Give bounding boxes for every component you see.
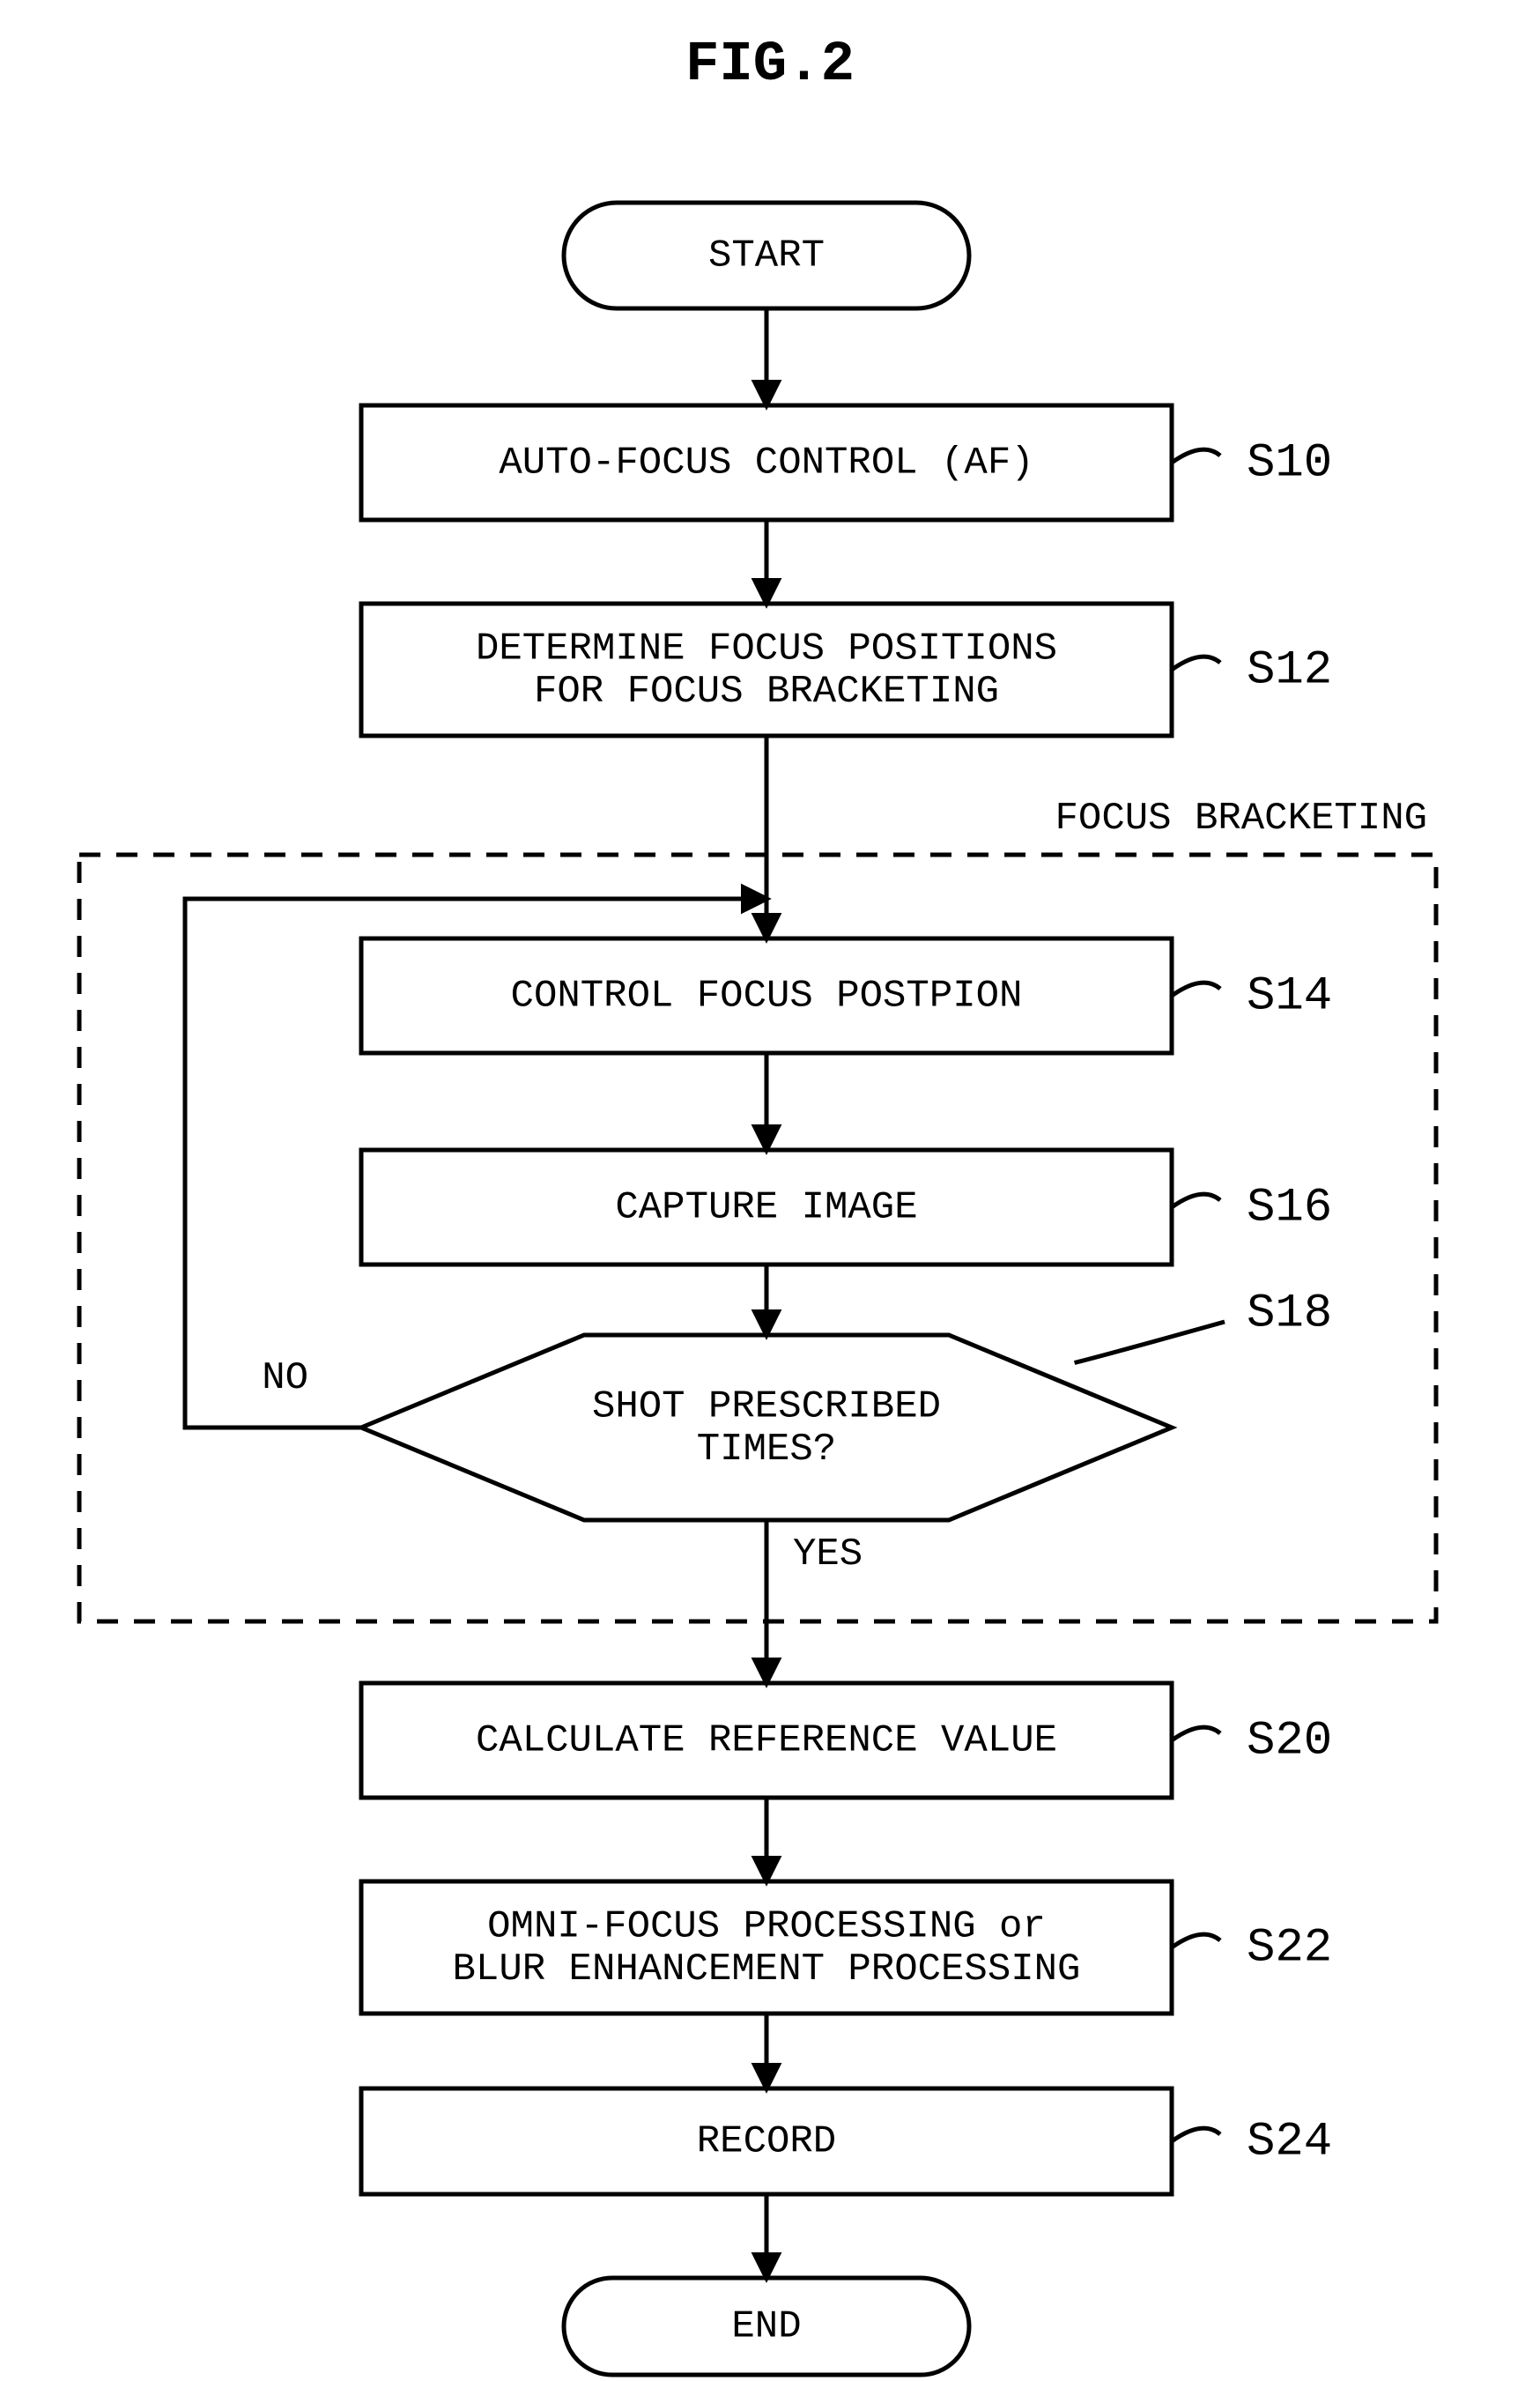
- svg-text:SHOT PRESCRIBED: SHOT PRESCRIBED: [592, 1384, 941, 1428]
- s20-label-tick: [1172, 1727, 1220, 1740]
- s12-label: S12: [1247, 643, 1332, 697]
- s18-label-tick: [1075, 1322, 1225, 1363]
- s22-label: S22: [1247, 1921, 1332, 1975]
- s14-label-tick: [1172, 983, 1220, 996]
- s18-yes-label: YES: [793, 1532, 863, 1576]
- svg-text:CALCULATE REFERENCE VALUE: CALCULATE REFERENCE VALUE: [476, 1719, 1057, 1763]
- s10-label: S10: [1247, 436, 1332, 490]
- s10-label-tick: [1172, 449, 1220, 463]
- s24-label-tick: [1172, 2128, 1220, 2141]
- svg-text:RECORD: RECORD: [697, 2120, 836, 2164]
- focus-bracketing-label: FOCUS BRACKETING: [1055, 797, 1427, 841]
- s16-label-tick: [1172, 1194, 1220, 1207]
- svg-text:DETERMINE FOCUS POSITIONS: DETERMINE FOCUS POSITIONS: [476, 627, 1057, 671]
- svg-text:BLUR ENHANCEMENT PROCESSING: BLUR ENHANCEMENT PROCESSING: [453, 1947, 1081, 1992]
- s14-label: S14: [1247, 969, 1332, 1023]
- svg-text:OMNI-FOCUS PROCESSING or: OMNI-FOCUS PROCESSING or: [487, 1904, 1046, 1948]
- svg-text:AUTO-FOCUS CONTROL (AF): AUTO-FOCUS CONTROL (AF): [499, 441, 1033, 486]
- start-text: START: [708, 234, 825, 278]
- svg-text:FOR FOCUS BRACKETING: FOR FOCUS BRACKETING: [534, 670, 999, 714]
- svg-text:TIMES?: TIMES?: [697, 1428, 836, 1472]
- end-text: END: [731, 2305, 801, 2349]
- s18-no-label: NO: [262, 1356, 308, 1400]
- svg-text:CONTROL FOCUS POSTPION: CONTROL FOCUS POSTPION: [511, 975, 1023, 1019]
- figure-title: FIG.2: [685, 33, 855, 97]
- s18-label: S18: [1247, 1287, 1332, 1340]
- s12-label-tick: [1172, 656, 1220, 670]
- s20-label: S20: [1247, 1714, 1332, 1768]
- s22-label-tick: [1172, 1934, 1220, 1947]
- s16-label: S16: [1247, 1181, 1332, 1235]
- s24-label: S24: [1247, 2115, 1332, 2169]
- svg-text:CAPTURE IMAGE: CAPTURE IMAGE: [615, 1186, 917, 1230]
